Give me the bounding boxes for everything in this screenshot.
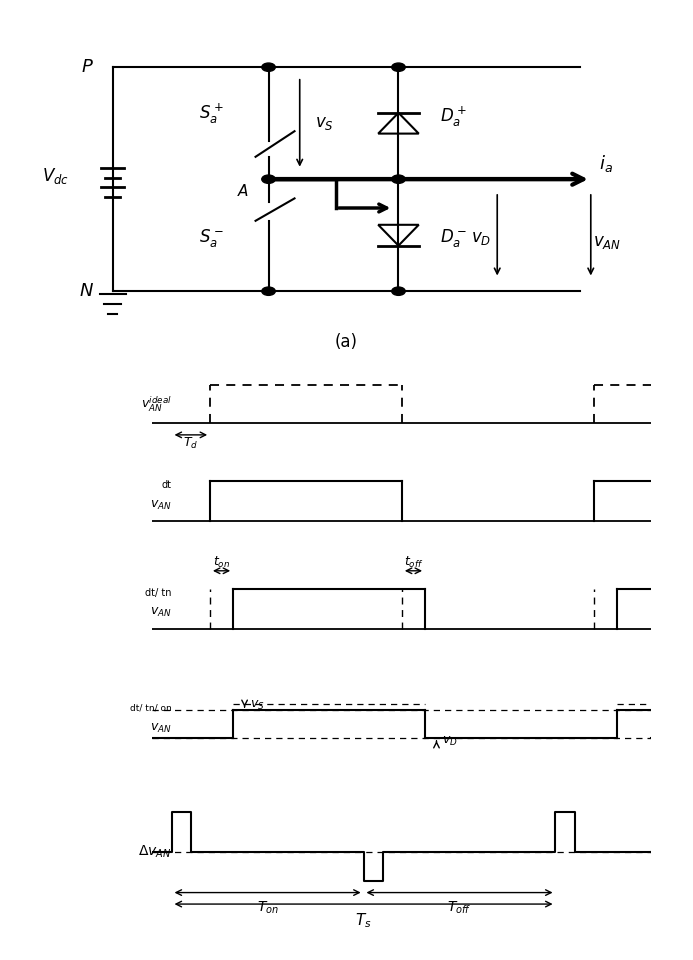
Text: A: A — [238, 184, 247, 200]
Text: $T_s$: $T_s$ — [356, 911, 372, 930]
Text: P: P — [81, 59, 92, 76]
Circle shape — [262, 287, 275, 296]
Text: $v_{AN}$: $v_{AN}$ — [150, 607, 172, 619]
Text: $T_{on}$: $T_{on}$ — [256, 900, 279, 916]
Text: $v_{AN}$: $v_{AN}$ — [150, 722, 172, 734]
Circle shape — [392, 175, 405, 183]
Text: $S_a^-$: $S_a^-$ — [199, 228, 224, 250]
Text: $T_{off}$: $T_{off}$ — [447, 900, 472, 916]
Text: $v_{AN}$: $v_{AN}$ — [150, 498, 172, 512]
Text: $\Delta v_{AN}$: $\Delta v_{AN}$ — [139, 843, 172, 860]
Text: $D_a^-$: $D_a^-$ — [440, 228, 467, 250]
Text: $v_S$: $v_S$ — [250, 699, 265, 711]
Text: $t_{off}$: $t_{off}$ — [404, 555, 423, 570]
Text: $i_a$: $i_a$ — [599, 153, 613, 174]
Text: $V_{dc}$: $V_{dc}$ — [42, 166, 69, 186]
Text: $S_a^+$: $S_a^+$ — [199, 102, 224, 126]
Text: $v_{AN}$: $v_{AN}$ — [593, 232, 622, 251]
Text: $v_D$: $v_D$ — [442, 734, 458, 748]
Text: $v_S$: $v_S$ — [315, 114, 334, 132]
Text: $v_D$: $v_D$ — [471, 229, 491, 248]
Circle shape — [262, 175, 275, 183]
Text: dt/ tn: dt/ tn — [145, 588, 172, 598]
Text: dt: dt — [161, 480, 172, 491]
Text: dt/ tn/ on: dt/ tn/ on — [130, 704, 172, 712]
Text: $t_{on}$: $t_{on}$ — [213, 555, 230, 570]
Text: N: N — [80, 282, 94, 300]
Text: $T_d$: $T_d$ — [183, 436, 198, 451]
Circle shape — [392, 63, 405, 71]
Circle shape — [392, 287, 405, 296]
Circle shape — [262, 63, 275, 71]
Text: (a): (a) — [335, 333, 358, 351]
Text: $v_{AN}^{ideal}$: $v_{AN}^{ideal}$ — [141, 395, 172, 414]
Text: $D_a^+$: $D_a^+$ — [440, 105, 467, 129]
